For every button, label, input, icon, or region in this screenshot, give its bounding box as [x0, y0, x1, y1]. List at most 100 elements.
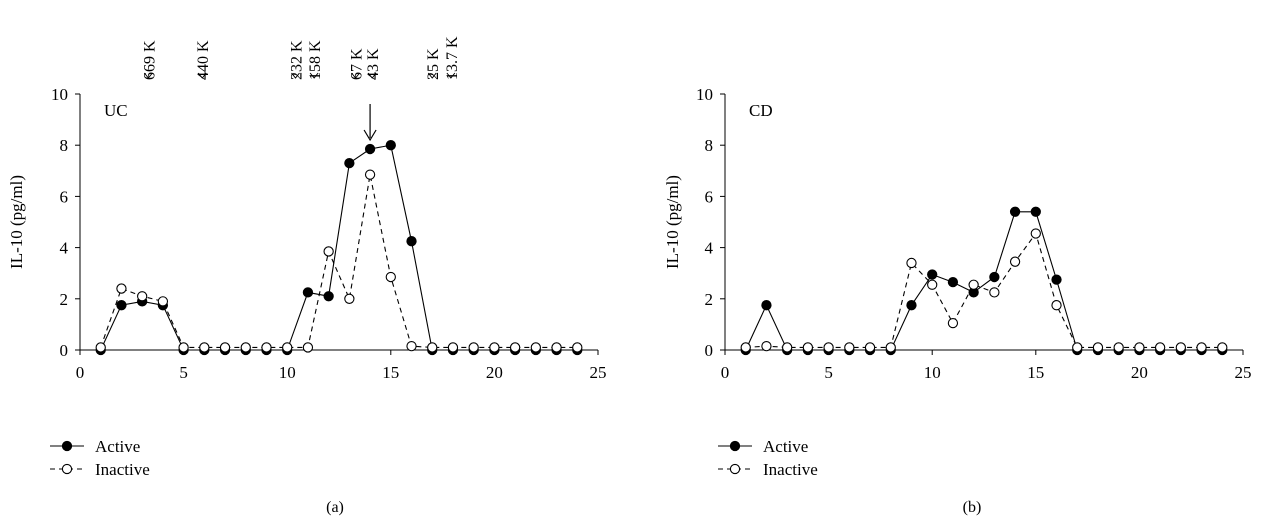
x-tick-label: 5	[179, 363, 188, 382]
data-point-inactive	[1030, 228, 1041, 239]
data-point-active	[761, 300, 772, 311]
data-point-active	[116, 300, 127, 311]
data-point-inactive	[1175, 342, 1186, 353]
legend-swatch-marker	[729, 463, 741, 475]
data-point-active	[1009, 206, 1021, 217]
data-point-inactive	[1196, 342, 1207, 353]
data-point-active	[989, 271, 1000, 283]
y-tick-label: 2	[60, 290, 69, 309]
data-point-active	[323, 291, 334, 302]
mw-marker-chevron-icon	[427, 72, 437, 79]
mw-marker-label: 43 K	[365, 48, 382, 80]
data-point-inactive	[1217, 342, 1228, 353]
data-point-inactive	[489, 342, 500, 353]
data-point-inactive	[530, 342, 541, 353]
legend-label-inactive: Inactive	[95, 460, 150, 479]
legend-swatch-marker	[61, 463, 73, 475]
data-point-inactive	[572, 342, 583, 353]
y-tick-label: 10	[51, 85, 68, 104]
panel-caption: (b)	[963, 499, 982, 516]
data-point-active	[1051, 274, 1062, 285]
series-line-inactive	[100, 174, 578, 348]
data-point-active	[302, 287, 314, 298]
data-point-inactive	[261, 342, 272, 353]
series-line-active	[745, 211, 1223, 351]
series-line-active	[100, 144, 578, 351]
chart-panel-b: 0 2 4 6 8 10 0 5 10 15 20 25 IL-10 (pg/ml) CD Active In…	[663, 85, 1252, 516]
data-point-inactive	[344, 293, 355, 304]
y-tick-label: 4	[60, 239, 69, 258]
mw-marker-chevron-icon	[291, 72, 300, 79]
y-tick-label: 0	[705, 341, 714, 360]
data-point-active	[927, 269, 938, 280]
y-axis-label: IL-10 (pg/ml)	[7, 175, 26, 269]
data-point-inactive	[1092, 342, 1104, 353]
x-tick-label: 20	[1131, 363, 1148, 382]
data-point-inactive	[823, 342, 834, 353]
data-point-inactive	[323, 246, 334, 257]
x-tick-label: 25	[590, 363, 607, 382]
data-point-inactive	[219, 342, 231, 353]
y-tick-label: 2	[705, 290, 714, 309]
x-tick-label: 10	[279, 363, 296, 382]
mw-marker-chevron-icon	[143, 72, 153, 79]
data-point-inactive	[844, 342, 855, 353]
data-point-inactive	[906, 257, 917, 269]
data-point-inactive	[199, 342, 210, 353]
data-point-inactive	[947, 317, 959, 329]
data-point-inactive	[864, 342, 876, 353]
data-point-active	[1030, 206, 1041, 217]
data-point-active	[364, 143, 376, 155]
x-tick-label: 20	[486, 363, 503, 382]
mw-marker-chevron-icon	[446, 72, 456, 79]
panel-tag: UC	[104, 101, 128, 120]
y-tick-label: 4	[705, 239, 714, 258]
legend-swatch-marker	[61, 440, 73, 452]
data-point-inactive	[427, 342, 438, 353]
mw-marker-label: 67 K	[349, 48, 366, 80]
data-point-inactive	[1009, 256, 1021, 267]
mw-marker-label: 13.7 K	[444, 36, 461, 80]
series-line-inactive	[745, 232, 1223, 348]
data-point-active	[344, 157, 355, 169]
x-tick-label: 5	[824, 363, 833, 382]
data-point-active	[947, 277, 959, 288]
data-point-inactive	[509, 342, 521, 353]
chart-panel-a: 0 2 4 6 8 10 0 5 10 15 20 25 IL-10 (pg/ml) UC 669 K 440…	[7, 36, 607, 516]
y-tick-label: 6	[705, 187, 714, 206]
legend-label-active: Active	[95, 437, 140, 456]
panel-tag: CD	[749, 101, 773, 120]
data-point-inactive	[385, 271, 396, 283]
y-tick-label: 8	[705, 136, 714, 155]
x-tick-label: 15	[1027, 363, 1044, 382]
data-point-inactive	[802, 342, 814, 353]
mw-marker-label: 158 K	[307, 40, 324, 80]
data-point-inactive	[782, 342, 793, 353]
data-point-inactive	[740, 342, 751, 353]
data-point-active	[406, 236, 417, 247]
data-point-inactive	[157, 296, 169, 307]
data-point-inactive	[885, 342, 896, 353]
data-point-inactive	[1113, 342, 1124, 353]
down-arrow-icon	[363, 129, 377, 142]
data-point-inactive	[406, 341, 417, 352]
data-point-inactive	[178, 342, 189, 353]
data-point-inactive	[364, 169, 376, 180]
data-point-inactive	[761, 341, 772, 352]
data-point-inactive	[1072, 342, 1083, 353]
data-point-inactive	[989, 287, 1000, 298]
x-tick-label: 10	[924, 363, 941, 382]
mw-marker-chevron-icon	[351, 72, 360, 79]
mw-marker-label: 669 K	[141, 40, 158, 80]
y-axis-label: IL-10 (pg/ml)	[663, 175, 682, 269]
data-point-inactive	[551, 342, 562, 353]
data-point-inactive	[468, 342, 479, 353]
data-point-inactive	[927, 279, 938, 290]
data-point-inactive	[137, 291, 148, 302]
data-point-inactive	[95, 342, 106, 353]
x-tick-label: 0	[76, 363, 85, 382]
legend-label-inactive: Inactive	[763, 460, 818, 479]
data-point-active	[385, 140, 396, 151]
y-tick-label: 10	[696, 85, 713, 104]
